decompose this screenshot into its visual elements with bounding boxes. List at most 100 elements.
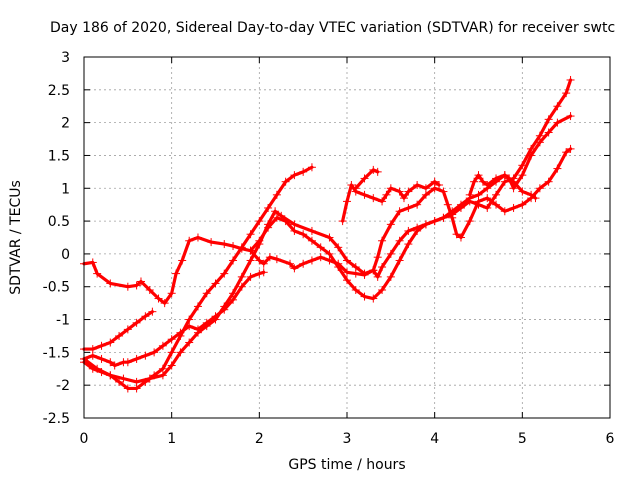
data-point	[123, 282, 132, 291]
data-point	[483, 194, 492, 203]
data-point	[378, 197, 387, 206]
y-tick-label: -2	[56, 378, 70, 394]
data-point	[448, 210, 457, 219]
data-point	[527, 190, 536, 199]
data-point	[93, 364, 102, 373]
data-point	[553, 102, 562, 111]
data-point	[492, 200, 501, 209]
series-line-track-6	[248, 78, 573, 301]
data-point	[566, 75, 575, 84]
data-point	[237, 243, 246, 252]
data-point	[413, 180, 422, 189]
data-point	[373, 167, 382, 176]
data-point	[158, 364, 167, 373]
data-point	[566, 112, 575, 121]
data-point	[193, 328, 202, 337]
data-point	[176, 331, 185, 340]
data-point	[237, 282, 246, 291]
data-point	[299, 167, 308, 176]
data-point	[299, 230, 308, 239]
data-point	[316, 243, 325, 252]
data-point	[160, 299, 169, 308]
data-point	[132, 354, 141, 363]
data-point	[272, 190, 281, 199]
data-point	[439, 187, 448, 196]
data-point	[421, 220, 430, 229]
data-point	[141, 351, 150, 360]
series-line-track-4	[82, 310, 154, 351]
data-point	[290, 220, 299, 229]
x-axis-label: GPS time / hours	[288, 457, 405, 473]
data-point	[150, 348, 159, 357]
data-point	[518, 161, 527, 170]
data-point	[456, 233, 465, 242]
series-track-3	[80, 163, 316, 393]
data-point	[167, 335, 176, 344]
data-point	[338, 217, 347, 226]
data-point	[176, 348, 185, 357]
data-point	[281, 177, 290, 186]
series-line-track-8	[354, 168, 380, 190]
data-point	[193, 302, 202, 311]
data-point	[360, 174, 369, 183]
data-point	[167, 289, 176, 298]
y-tick-label: -1.5	[43, 345, 70, 361]
data-point	[404, 187, 413, 196]
data-point	[566, 144, 575, 153]
data-point	[360, 292, 369, 301]
data-point	[395, 207, 404, 216]
x-tick-label: 1	[167, 431, 176, 447]
y-axis-label: SDTVAR / TECUs	[8, 180, 24, 295]
data-point	[399, 194, 408, 203]
series-line-track-5	[82, 147, 573, 384]
series-track-8	[351, 165, 382, 193]
data-point	[123, 358, 132, 367]
x-tick-label: 3	[343, 431, 352, 447]
data-point	[343, 197, 351, 206]
data-point	[307, 256, 316, 265]
data-point	[435, 180, 444, 189]
data-point	[145, 374, 154, 383]
data-point	[259, 259, 268, 268]
data-point	[430, 184, 439, 193]
data-point	[290, 226, 299, 235]
data-point	[255, 217, 264, 226]
data-point	[413, 226, 422, 235]
data-point	[474, 200, 483, 209]
data-point	[132, 377, 141, 386]
data-point	[307, 163, 316, 172]
y-tick-label: 3	[61, 50, 70, 66]
data-point	[421, 184, 430, 193]
data-point	[119, 374, 128, 383]
data-point	[452, 230, 461, 239]
series-track-9	[465, 171, 540, 203]
data-point	[178, 256, 187, 265]
data-point	[316, 253, 325, 262]
data-point	[351, 184, 360, 193]
data-point	[167, 361, 176, 370]
data-point	[395, 256, 404, 265]
data-point	[88, 351, 97, 360]
data-point	[474, 171, 483, 180]
data-point	[343, 268, 351, 277]
data-point	[272, 213, 281, 222]
data-point	[229, 256, 238, 265]
data-point	[259, 268, 268, 277]
data-point	[386, 220, 395, 229]
data-point	[378, 286, 387, 295]
data-point	[307, 226, 316, 235]
data-point	[518, 200, 527, 209]
data-point	[382, 190, 391, 199]
data-point	[474, 190, 483, 199]
data-point	[360, 269, 369, 278]
data-point	[369, 294, 378, 303]
data-point	[509, 184, 518, 193]
data-point	[93, 269, 102, 278]
data-point	[202, 289, 211, 298]
data-point	[421, 190, 430, 199]
data-point	[562, 89, 571, 98]
data-point	[527, 144, 536, 153]
x-tick-label: 5	[518, 431, 527, 447]
data-point	[154, 294, 163, 303]
